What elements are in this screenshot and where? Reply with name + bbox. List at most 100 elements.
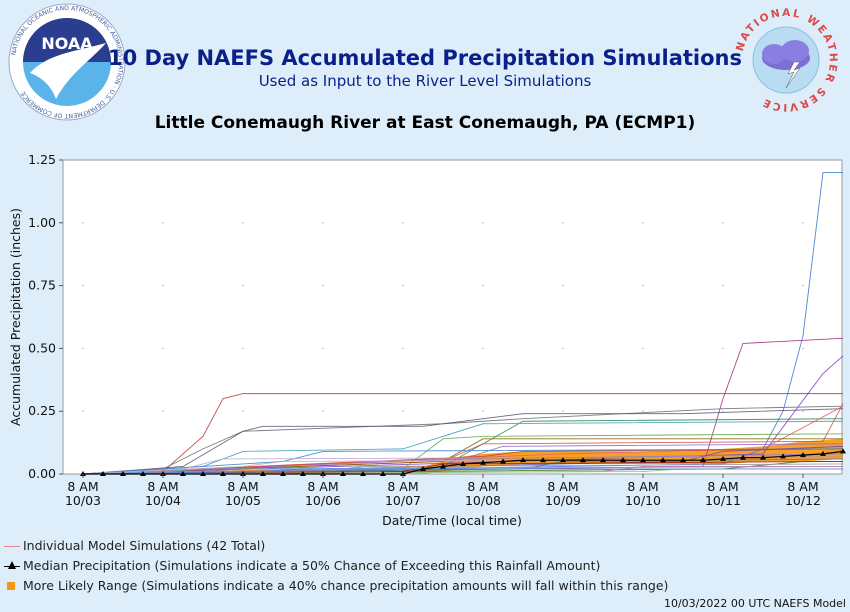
median-marker [720,455,726,461]
grid-dot [642,284,644,287]
grid-dot [162,159,164,161]
median-marker [500,458,506,464]
median-marker [700,457,706,463]
median-marker [80,471,86,476]
median-marker [320,471,326,476]
nws-logo: NATIONAL WEATHER SERVICE [733,7,839,113]
grid-dot [402,159,404,161]
median-marker [280,471,286,476]
grid-dot [482,284,484,287]
median-marker [760,454,766,460]
y-tick-label: 0.00 [28,466,56,481]
y-tick-label: 0.50 [28,340,56,355]
simulation-line [82,355,844,475]
median-marker [240,471,246,476]
median-marker [780,453,786,459]
x-tick-date-label: 10/09 [545,493,581,508]
median-marker [140,471,146,476]
median-marker [200,471,206,476]
grid-dot [562,347,564,350]
grid-dot [482,347,484,350]
median-marker [460,460,466,466]
range-swatch [4,581,20,591]
grid-dot [82,159,84,161]
simulation-line [82,443,844,475]
median-marker [220,471,226,476]
simulation-line [82,408,844,475]
grid-dot [162,347,164,350]
median-marker [180,471,186,476]
median-marker [340,471,346,476]
median-marker [120,471,126,476]
noaa-logo-text: NOAA [41,34,93,53]
y-tick-label: 1.25 [28,152,56,167]
grid-layer [82,159,804,412]
legend-median-label: Median Precipitation (Simulations indica… [23,558,601,573]
grid-dot [722,284,724,287]
median-marker [520,457,526,463]
y-axis-label: Accumulated Precipitation (inches) [8,208,23,426]
median-marker [640,457,646,463]
grid-dot [82,410,84,412]
median-marker [740,454,746,460]
simulation-line [82,405,844,475]
x-tick-label: 8 AM [787,479,818,494]
x-tick-label: 8 AM [707,479,738,494]
grid-dot [322,410,324,412]
legend-individual: Individual Model Simulations (42 Total) [4,538,265,553]
legend-median: Median Precipitation (Simulations indica… [4,558,600,573]
x-tick-label: 8 AM [307,479,338,494]
median-marker [620,457,626,463]
legend-range: More Likely Range (Simulations indicate … [4,578,668,593]
x-tick-date-label: 10/03 [65,493,101,508]
x-tick-label: 8 AM [227,479,258,494]
x-tick-label: 8 AM [67,479,98,494]
y-tick-label: 0.75 [28,278,56,293]
x-tick-label: 8 AM [467,479,498,494]
grid-dot [242,284,244,287]
median-marker [560,457,566,463]
grid-dot [482,222,484,224]
x-tick-date-label: 10/06 [305,493,341,508]
median-marker [840,448,846,454]
median-marker [800,452,806,458]
median-marker [100,471,106,476]
median-marker [540,457,546,463]
grid-dot [802,347,804,350]
x-tick-date-label: 10/07 [385,493,421,508]
x-tick-date-label: 10/11 [705,493,741,508]
individual-line-swatch [4,541,20,551]
legend-range-label: More Likely Range (Simulations indicate … [23,578,669,593]
grid-dot [802,159,804,161]
grid-dot [562,410,564,412]
median-marker [580,457,586,463]
y-tick-label: 1.00 [28,215,56,230]
legend-individual-label: Individual Model Simulations (42 Total) [23,538,266,553]
x-tick-label: 8 AM [627,479,658,494]
grid-dot [322,222,324,224]
grid-dot [162,284,164,287]
grid-dot [642,410,644,412]
noaa-logo: NATIONAL OCEANIC AND ATMOSPHERIC ADMINIS… [8,3,126,121]
chart-subtitle: Used as Input to the River Level Simulat… [258,72,592,90]
grid-dot [562,222,564,224]
grid-dot [722,222,724,224]
grid-dot [82,347,84,350]
median-layer [80,448,846,476]
median-marker [300,471,306,476]
grid-dot [722,159,724,161]
grid-dot [482,159,484,161]
grid-dot [482,410,484,412]
grid-dot [722,410,724,412]
x-tick-date-label: 10/10 [625,493,661,508]
model-run-footer: 10/03/2022 00 UTC NAEFS Model [663,597,846,610]
simulation-line [82,468,843,475]
y-tick-label: 0.25 [28,403,56,418]
grid-dot [402,347,404,350]
grid-dot [562,284,564,287]
grid-dot [322,284,324,287]
simulation-line [82,172,843,475]
grid-dot [162,410,164,412]
x-axis-label: Date/Time (local time) [382,513,522,528]
